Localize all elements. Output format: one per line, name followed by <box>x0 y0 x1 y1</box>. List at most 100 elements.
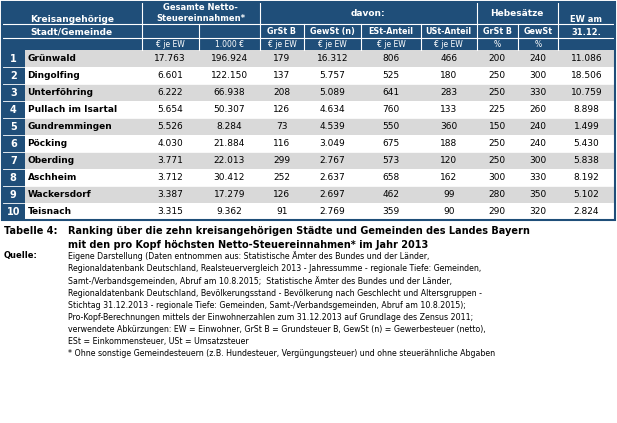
Bar <box>260 67 304 84</box>
Bar <box>518 152 558 169</box>
Text: 150: 150 <box>489 122 506 131</box>
Text: 573: 573 <box>383 156 400 165</box>
Text: € je EW: € je EW <box>376 39 405 49</box>
Bar <box>142 152 199 169</box>
Text: 162: 162 <box>440 173 457 182</box>
Text: 350: 350 <box>529 190 547 199</box>
Bar <box>304 203 361 220</box>
Text: 1.499: 1.499 <box>574 122 599 131</box>
Text: %: % <box>534 39 542 49</box>
Text: 120: 120 <box>440 156 457 165</box>
Text: 4: 4 <box>10 104 17 115</box>
Text: 6.222: 6.222 <box>157 88 183 97</box>
Bar <box>518 67 558 84</box>
Bar <box>304 169 361 186</box>
Bar <box>518 118 558 135</box>
Text: 250: 250 <box>489 71 506 80</box>
Text: 2.769: 2.769 <box>320 207 346 216</box>
Bar <box>199 118 260 135</box>
Text: 196.924: 196.924 <box>211 54 248 63</box>
Bar <box>2 203 25 220</box>
Text: Aschheim: Aschheim <box>28 173 77 182</box>
Text: %: % <box>494 39 501 49</box>
Text: 5.838: 5.838 <box>573 156 599 165</box>
Text: 8.192: 8.192 <box>574 173 599 182</box>
Text: 188: 188 <box>440 139 457 148</box>
Text: 8.284: 8.284 <box>217 122 242 131</box>
Text: 330: 330 <box>529 173 547 182</box>
Bar <box>260 84 304 101</box>
Text: 8: 8 <box>10 173 17 182</box>
Bar <box>142 118 199 135</box>
Text: Grünwald: Grünwald <box>28 54 77 63</box>
Bar <box>558 67 615 84</box>
Text: GewSt (n): GewSt (n) <box>310 27 355 36</box>
Bar <box>199 186 260 203</box>
Text: 3.315: 3.315 <box>157 207 183 216</box>
Bar <box>518 101 558 118</box>
Bar <box>2 67 25 84</box>
Bar <box>518 50 558 67</box>
Bar <box>477 203 518 220</box>
Text: Unterföhring: Unterföhring <box>28 88 94 97</box>
Bar <box>477 84 518 101</box>
Text: 4.539: 4.539 <box>320 122 346 131</box>
Text: 133: 133 <box>440 105 457 114</box>
Bar <box>142 135 199 152</box>
Bar <box>260 203 304 220</box>
Text: 300: 300 <box>489 173 506 182</box>
Text: 290: 290 <box>489 207 506 216</box>
Bar <box>477 152 518 169</box>
Text: ESt-Anteil: ESt-Anteil <box>368 27 413 36</box>
Bar <box>361 135 421 152</box>
Text: Oberding: Oberding <box>28 156 75 165</box>
Bar <box>421 135 477 152</box>
Text: 91: 91 <box>276 207 288 216</box>
Text: 250: 250 <box>489 156 506 165</box>
Text: 4.030: 4.030 <box>157 139 183 148</box>
Bar <box>199 203 260 220</box>
Bar <box>199 50 260 67</box>
Text: GewSt: GewSt <box>523 27 552 36</box>
Bar <box>361 169 421 186</box>
Bar <box>558 101 615 118</box>
Text: 299: 299 <box>273 156 291 165</box>
Bar <box>304 152 361 169</box>
Bar <box>25 84 142 101</box>
Bar <box>477 135 518 152</box>
Bar <box>260 135 304 152</box>
Text: EW am
31.12.: EW am 31.12. <box>570 15 602 37</box>
Bar <box>304 50 361 67</box>
Text: Gundremmingen: Gundremmingen <box>28 122 112 131</box>
Bar <box>260 118 304 135</box>
Text: 11.086: 11.086 <box>571 54 602 63</box>
Bar <box>2 152 25 169</box>
Bar <box>142 101 199 118</box>
Text: 7: 7 <box>10 156 17 165</box>
Bar <box>142 186 199 203</box>
Text: € je EW: € je EW <box>268 39 296 49</box>
Text: Ranking über die zehn kreisangehörigen Städte und Gemeinden des Landes Bayern
mi: Ranking über die zehn kreisangehörigen S… <box>68 226 530 250</box>
Bar <box>304 67 361 84</box>
Bar <box>260 169 304 186</box>
Bar <box>558 152 615 169</box>
Text: 300: 300 <box>529 71 547 80</box>
Bar <box>558 186 615 203</box>
Text: 3.712: 3.712 <box>157 173 183 182</box>
Bar <box>477 118 518 135</box>
Bar <box>25 203 142 220</box>
Text: 16.312: 16.312 <box>317 54 348 63</box>
Text: Teisnach: Teisnach <box>28 207 72 216</box>
Bar <box>304 118 361 135</box>
Bar <box>558 169 615 186</box>
Text: 5.430: 5.430 <box>574 139 599 148</box>
Text: 21.884: 21.884 <box>213 139 245 148</box>
Text: 208: 208 <box>273 88 291 97</box>
Text: 9: 9 <box>10 190 17 200</box>
Bar <box>361 84 421 101</box>
Text: 200: 200 <box>489 54 506 63</box>
Text: € je EW: € je EW <box>318 39 347 49</box>
Text: 8.898: 8.898 <box>573 105 599 114</box>
Bar <box>421 101 477 118</box>
Bar <box>558 84 615 101</box>
